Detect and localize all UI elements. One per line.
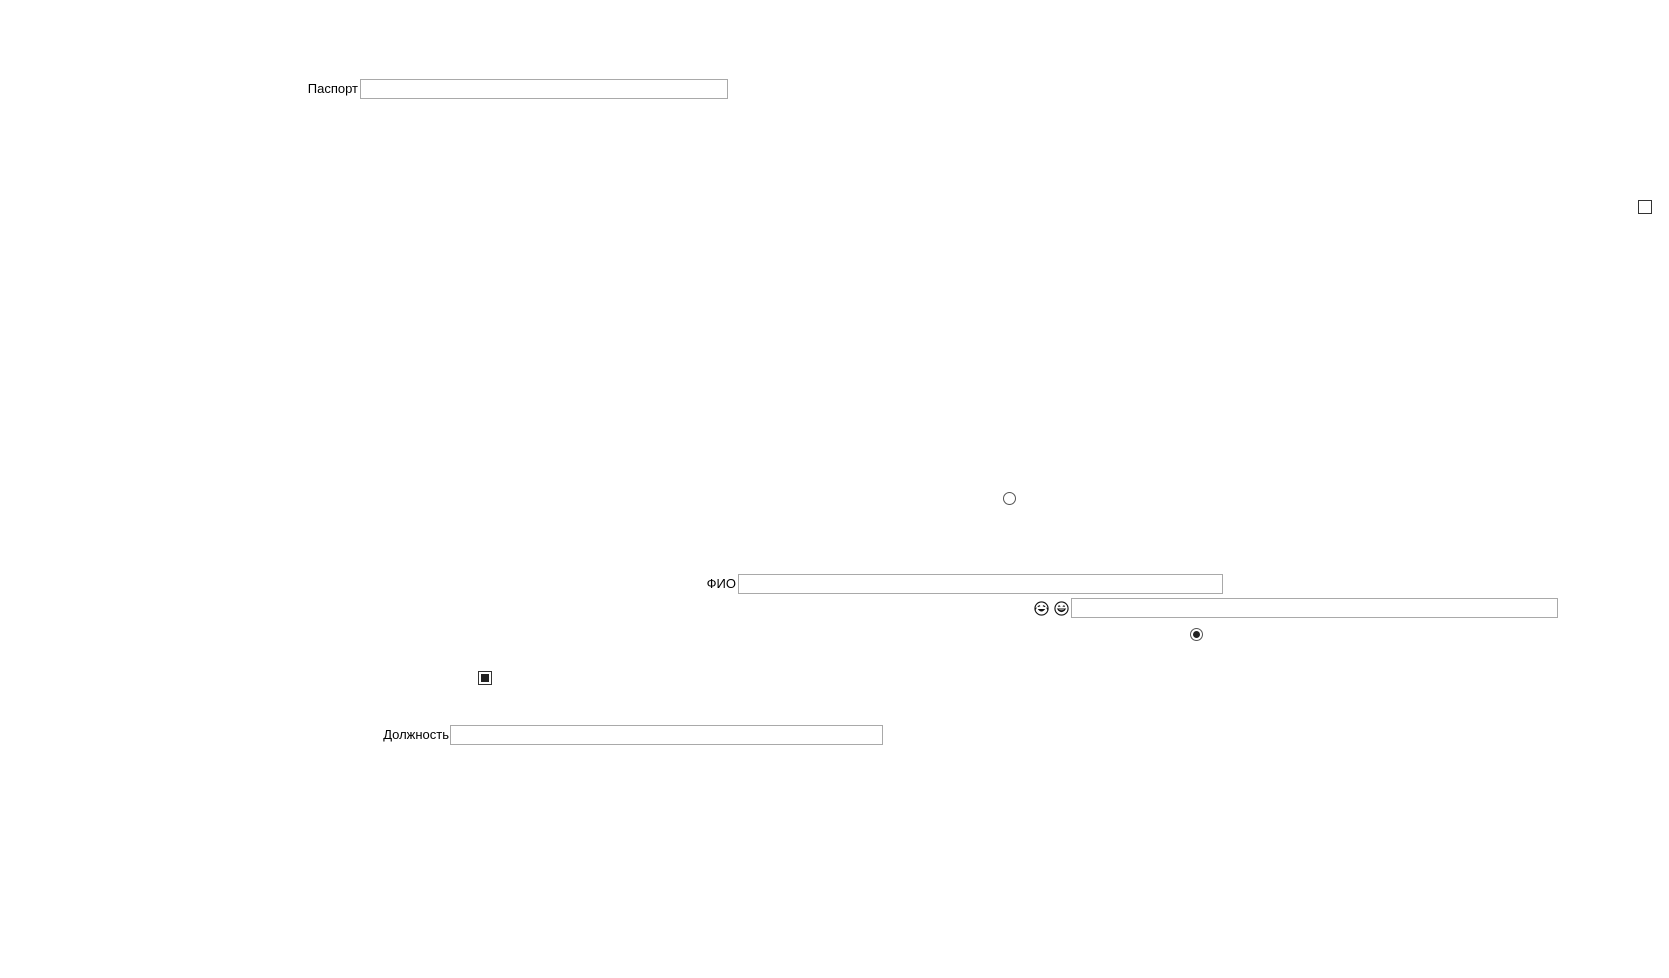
position-label: Должность xyxy=(383,727,449,742)
text-input-unlabeled[interactable] xyxy=(1071,598,1558,618)
fio-input[interactable] xyxy=(738,574,1223,594)
checkbox-checked[interactable] xyxy=(478,671,492,685)
fio-label: ФИО xyxy=(706,576,736,591)
passport-input[interactable] xyxy=(360,79,728,99)
checkbox-unchecked[interactable] xyxy=(1638,200,1652,214)
passport-label: Паспорт xyxy=(307,81,358,96)
position-input[interactable] xyxy=(450,725,883,745)
laughing-face-icon xyxy=(1034,601,1049,616)
grinning-face-icon xyxy=(1054,601,1069,616)
radio-unchecked[interactable] xyxy=(1003,492,1016,505)
radio-checked[interactable] xyxy=(1190,628,1203,641)
